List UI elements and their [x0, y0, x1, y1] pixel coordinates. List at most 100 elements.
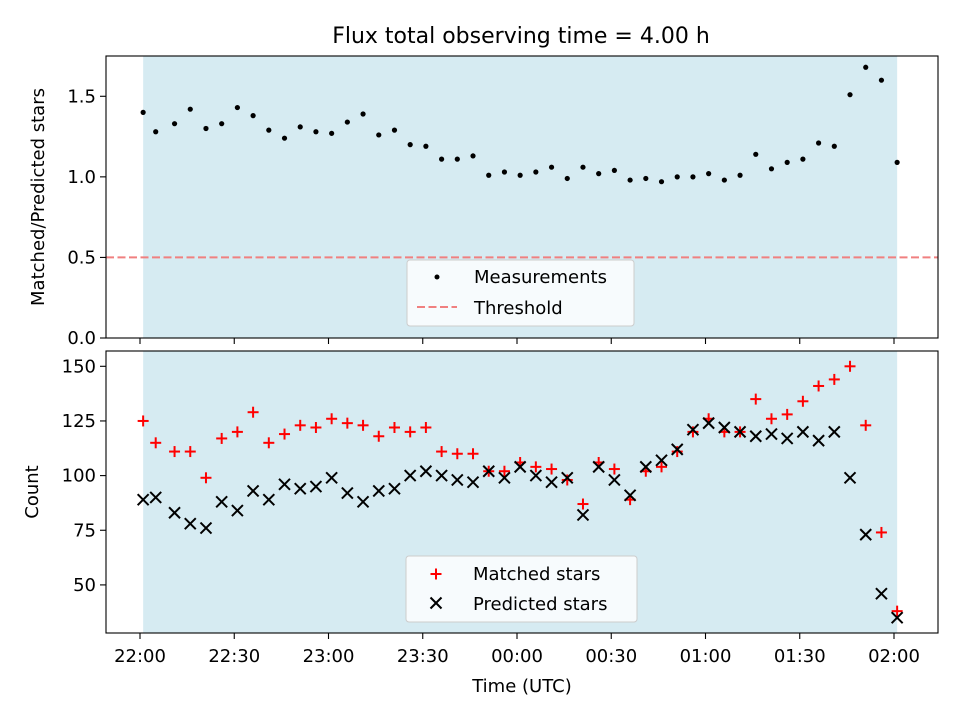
measurement-point [784, 159, 790, 165]
predicted-star-point [184, 517, 197, 530]
matched-star-point [467, 448, 479, 460]
matched-star-point [687, 426, 699, 438]
legend-threshold-label: Threshold [473, 298, 563, 319]
predicted-star-point [561, 471, 574, 484]
predicted-star-point [796, 425, 810, 439]
predicted-star-point [215, 495, 228, 509]
predicted-star-point [278, 478, 291, 491]
matched-star-point [561, 474, 573, 486]
measurement-point [596, 171, 602, 177]
predicted-star-point [356, 495, 370, 509]
predicted-star-point [623, 489, 637, 502]
matched-star-point [404, 426, 416, 438]
y-tick-label: 0.5 [67, 247, 96, 268]
x-tick-label: 00:00 [491, 646, 543, 667]
x-tick-label: 23:00 [303, 646, 355, 667]
matched-star-point [388, 422, 400, 434]
bottom-x-axis-ticks: 22:00 22:30 23:00 23:30 00:00 00:30 01:00 01:30… [114, 633, 920, 667]
bottom-panel: 50 75 100 125 150 22:00 22:30 23:00 23:30 00:00 0… [22, 350, 939, 697]
predicted-star-point [168, 506, 181, 519]
predicted-star-point [655, 454, 668, 467]
measurement-point [548, 164, 555, 170]
measurement-point [564, 175, 570, 182]
x-tick-label: 02:00 [868, 646, 920, 667]
matched-star-point [279, 428, 291, 440]
predicted-star-point [859, 528, 872, 541]
legend-matched-marker [430, 568, 442, 580]
legend-matched-plus [430, 568, 442, 580]
predicted-star-point [262, 493, 276, 506]
measurement-point [753, 151, 759, 157]
predicted-star-point [325, 471, 338, 484]
predicted-star-point [419, 465, 433, 478]
legend-measurements-marker [434, 274, 440, 280]
measurement-point [800, 156, 806, 162]
matched-star-point [263, 437, 275, 449]
measurement-point [454, 156, 460, 162]
measurement-point [439, 156, 445, 162]
measurement-point [407, 142, 413, 148]
matched-star-point [326, 413, 338, 425]
matched-star-point [357, 419, 369, 431]
matched-star-point [797, 395, 809, 407]
measurement-point [376, 132, 382, 138]
measurement-point [863, 64, 869, 70]
predicted-star-point [498, 471, 511, 484]
predicted-star-point [671, 443, 684, 456]
measurement-point [153, 129, 159, 135]
measurement-point [643, 175, 649, 182]
measurement-point [219, 121, 225, 127]
measurement-point [533, 169, 539, 175]
predicted-star-point [875, 587, 888, 600]
matched-star-point [247, 406, 259, 418]
matched-star-point [671, 446, 683, 458]
bottom-y-axis-label: Count [22, 465, 43, 518]
bottom-panel-frame [105, 350, 939, 634]
measurement-point [171, 121, 178, 127]
matched-star-point [875, 526, 887, 538]
predicted-star-point [733, 425, 747, 439]
measurement-point [250, 113, 256, 119]
matched-star-point [137, 415, 149, 427]
top-panel: 0.0 0.5 1.0 1.5 Matched/Predicted stars Mea… [28, 55, 939, 349]
bottom-legend: Matched stars Predicted stars [405, 555, 638, 623]
legend-matched-label: Matched stars [473, 564, 600, 585]
measurement-point [297, 124, 303, 130]
measurement-point [737, 172, 743, 178]
chart-title: Flux total observing time = 4.00 h [332, 24, 710, 49]
measurement-point [266, 127, 272, 133]
legend-measurements-label: Measurements [474, 267, 607, 288]
predicted-star-point [749, 430, 762, 443]
matched-stars-points [137, 360, 903, 617]
top-legend-box [406, 259, 635, 327]
legend-predicted-label: Predicted stars [473, 594, 607, 615]
legend-predicted-cross [429, 596, 443, 610]
y-tick-label: 0.0 [67, 328, 96, 349]
predicted-star-point [529, 469, 543, 482]
matched-star-point [373, 430, 385, 442]
measurement-point [329, 130, 335, 136]
measurement-point [674, 174, 680, 180]
predicted-star-point [435, 469, 448, 482]
measurement-point [816, 140, 822, 146]
measurement-point [611, 167, 617, 174]
legend-predicted-marker [429, 596, 443, 610]
matched-star-point [844, 360, 856, 372]
matched-star-point [656, 461, 668, 473]
measurement-point [234, 104, 240, 111]
measurement-point [580, 164, 586, 170]
predicted-star-point [576, 508, 590, 522]
x-tick-label: 01:00 [680, 646, 732, 667]
predicted-star-point [149, 491, 162, 504]
predicted-star-point [828, 425, 841, 439]
measurement-point [706, 171, 712, 177]
measurement-point [391, 127, 398, 133]
predicted-star-point [341, 486, 354, 500]
matched-star-point [498, 465, 510, 477]
predicted-star-point [545, 475, 558, 489]
matched-star-point [546, 463, 558, 475]
matched-star-point [169, 446, 181, 458]
predicted-star-point [231, 504, 244, 517]
predicted-star-point [372, 484, 385, 498]
